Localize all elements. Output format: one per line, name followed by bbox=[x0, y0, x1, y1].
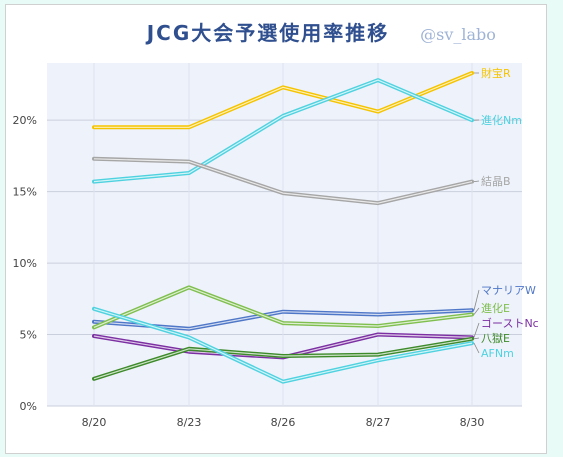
x-tick-label: 8/27 bbox=[366, 416, 391, 429]
series-line-core bbox=[93, 158, 473, 204]
series-label: 進化E bbox=[481, 301, 510, 315]
label-leader bbox=[473, 307, 480, 315]
y-tick-label: 20% bbox=[13, 114, 37, 127]
label-leader bbox=[473, 180, 480, 183]
series-line-core bbox=[93, 338, 473, 380]
x-tick-label: 8/30 bbox=[460, 416, 485, 429]
x-tick-label: 8/26 bbox=[271, 416, 296, 429]
series-label: ゴーストNc bbox=[481, 316, 539, 330]
label-leader bbox=[473, 342, 480, 354]
series-line-core bbox=[94, 72, 473, 128]
x-tick-label: 8/20 bbox=[82, 416, 107, 429]
y-tick-label: 0% bbox=[20, 400, 37, 413]
series-label: マナリアW bbox=[481, 284, 536, 297]
series-label: 進化Nm bbox=[481, 113, 522, 127]
series-label: 八獄E bbox=[481, 332, 510, 345]
watermark-handle: @sv_labo bbox=[420, 25, 496, 44]
label-leader bbox=[473, 337, 480, 340]
chart-title: JCG大会予選使用率推移 bbox=[145, 21, 390, 45]
y-tick-label: 5% bbox=[20, 329, 37, 342]
label-leader bbox=[473, 289, 480, 311]
series-line-core bbox=[93, 308, 473, 383]
label-leader bbox=[473, 322, 480, 338]
series-line-core bbox=[93, 286, 473, 328]
x-tick-label: 8/23 bbox=[177, 416, 202, 429]
y-tick-label: 15% bbox=[13, 186, 37, 199]
series-line-core bbox=[93, 79, 473, 183]
series-label: AFNm bbox=[481, 347, 514, 360]
y-tick-label: 10% bbox=[13, 257, 37, 270]
series-label: 財宝R bbox=[481, 66, 511, 80]
series-label: 結晶B bbox=[481, 174, 511, 188]
